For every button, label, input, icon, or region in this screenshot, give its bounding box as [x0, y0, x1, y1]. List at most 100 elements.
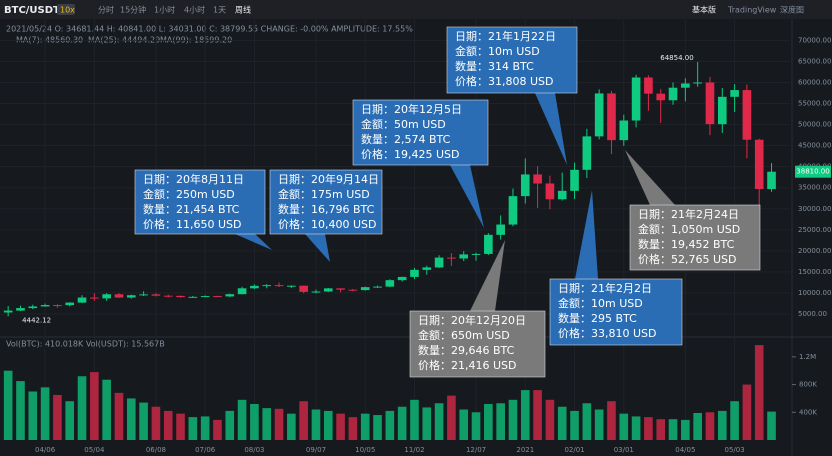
- callout-text: 日期：21年2月24日: [638, 207, 739, 221]
- volume-bar: [250, 403, 259, 440]
- y-tick-label: 45000.00: [798, 142, 831, 150]
- y-tick-label: 55000.00: [798, 100, 831, 108]
- candle-body: [102, 294, 111, 299]
- candle-body: [644, 77, 653, 94]
- candle-body: [681, 83, 690, 88]
- candle-body: [422, 267, 432, 270]
- volume-bar: [668, 419, 678, 440]
- volume-bar: [754, 345, 764, 440]
- volume-bar: [188, 417, 198, 440]
- volume-bar: [65, 401, 75, 440]
- candle-body: [336, 288, 345, 290]
- interval-tab[interactable]: 周线: [235, 5, 251, 15]
- callout-text: 日期：20年8月11日: [143, 172, 244, 186]
- callout-text: 价格：33,810 USD: [558, 326, 657, 340]
- view-tab[interactable]: TradingView: [727, 6, 777, 15]
- volume-bar: [459, 409, 469, 440]
- candle-body: [200, 296, 210, 298]
- callout-box: [269, 169, 383, 235]
- volume-bar: [705, 412, 715, 440]
- callout-text: 价格：21,416 USD: [418, 358, 517, 372]
- y-tick-label: 30000.00: [798, 205, 831, 213]
- candle-body: [397, 276, 407, 281]
- candle-body: [323, 288, 333, 292]
- callout-box: [134, 169, 266, 235]
- volume-bar: [607, 401, 616, 440]
- callout-text: 日期：21年1月22日: [455, 29, 556, 43]
- min-price-label: 4442.12: [22, 316, 51, 324]
- volume-bar: [730, 401, 739, 440]
- interval-tab[interactable]: 4小时: [184, 5, 205, 15]
- candle-body: [668, 87, 678, 101]
- interval-tab[interactable]: 分时: [98, 5, 114, 15]
- x-tick-label: 04/06: [35, 446, 56, 454]
- callout-text: 日期：20年12月5日: [361, 102, 462, 116]
- x-tick-label: 02/01: [564, 446, 584, 454]
- y-tick-label: 800K: [799, 381, 817, 389]
- candle-body: [373, 286, 382, 288]
- callout-text: 日期：20年9月14日: [278, 172, 379, 186]
- y-tick-label: 60000.00: [798, 79, 831, 87]
- last-price-marker: [795, 165, 831, 178]
- candle-body: [16, 308, 25, 311]
- callout-text: 日期：20年12月20日: [418, 313, 526, 327]
- x-tick-label: 08/03: [244, 446, 264, 454]
- info-line: 2021/05/24 O: 34681.44 H: 40841.00 L: 34…: [6, 25, 413, 34]
- x-tick-label: 09/07: [306, 446, 326, 454]
- callout-pointer: [535, 93, 567, 165]
- y-tick-label: 15000.00: [798, 268, 831, 276]
- y-tick-label: 5000.00: [798, 310, 827, 318]
- volume-bar: [163, 410, 173, 440]
- x-tick-label: 03/01: [614, 446, 634, 454]
- y-tick-label: 50000.00: [798, 121, 831, 129]
- candle-body: [225, 294, 235, 297]
- callout-text: 价格：19,425 USD: [361, 147, 460, 161]
- last-price-label: 38810.00: [796, 168, 829, 176]
- y-tick-label: 1.2M: [799, 353, 816, 361]
- candle-body: [619, 120, 629, 141]
- candle-body: [545, 183, 555, 200]
- volume-bar: [693, 412, 702, 440]
- volume-bar: [557, 406, 567, 440]
- callout-pointer: [575, 190, 598, 279]
- callout-text: 日期：21年2月2日: [558, 281, 652, 295]
- callout-text: 数量：295 BTC: [558, 312, 637, 325]
- volume-bar: [447, 395, 456, 440]
- candle-body: [151, 294, 161, 296]
- candle-body: [533, 174, 542, 184]
- view-tab[interactable]: 深度图: [780, 5, 804, 15]
- callout-text: 金额：10m USD: [558, 296, 643, 310]
- volume-bar: [644, 417, 653, 440]
- callout-pointer: [450, 165, 484, 228]
- leverage[interactable]: 10x: [60, 6, 75, 15]
- view-tab[interactable]: 基本版: [692, 5, 716, 15]
- candle-body: [250, 285, 259, 289]
- candle-body: [582, 136, 592, 170]
- candle-body: [520, 174, 530, 197]
- volume-bar: [656, 419, 666, 440]
- candle-body: [742, 90, 752, 140]
- volume-bar: [533, 390, 542, 440]
- volume-bar: [176, 413, 185, 440]
- volume-bar: [16, 381, 25, 440]
- candle-body: [40, 305, 50, 307]
- y-tick-label: 25000.00: [798, 226, 831, 234]
- volume-bar: [631, 416, 641, 440]
- candle-body: [262, 285, 272, 287]
- candle-body: [508, 196, 518, 225]
- candle-body: [447, 257, 456, 259]
- y-tick-label: 20000.00: [798, 247, 831, 255]
- callout-box: [409, 310, 546, 378]
- callout-text: 价格：31,808 USD: [455, 74, 554, 88]
- volume-bar: [582, 403, 592, 440]
- toolbar: [0, 0, 832, 19]
- candle-body: [631, 77, 641, 121]
- volume-bar: [471, 412, 481, 440]
- volume-bar: [681, 419, 690, 440]
- interval-tab[interactable]: 1天: [213, 6, 226, 15]
- candle-body: [348, 289, 358, 291]
- interval-tab[interactable]: 15分钟: [120, 5, 146, 15]
- interval-tab[interactable]: 1小时: [154, 5, 175, 15]
- candle-body: [730, 90, 739, 97]
